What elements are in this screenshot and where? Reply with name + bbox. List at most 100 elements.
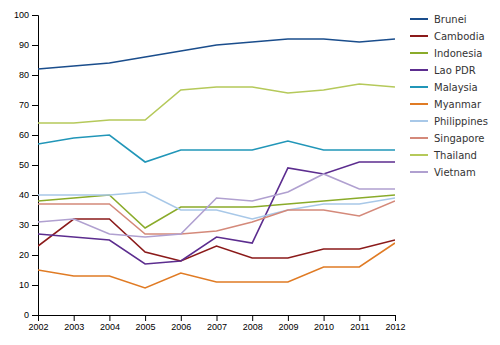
legend-swatch <box>410 137 428 139</box>
tick-mark <box>32 195 38 196</box>
tick-mark <box>32 105 38 106</box>
tick-mark <box>32 255 38 256</box>
legend-label: Thailand <box>433 150 477 161</box>
legend-swatch <box>410 69 428 71</box>
legend-swatch <box>410 52 428 54</box>
axis-line <box>39 316 396 322</box>
series-line <box>38 243 395 288</box>
legend-swatch <box>410 120 428 122</box>
tick-mark <box>109 315 110 321</box>
legend-item: Thailand <box>410 150 477 161</box>
legend-item: Lao PDR <box>410 65 476 76</box>
legend: Brunei Cambodia Indonesia Lao PDR Malaysia My… <box>410 14 488 178</box>
tick-label: 2004 <box>100 322 120 332</box>
legend-item: Singapore <box>410 133 484 144</box>
legend-label: Philippines <box>434 116 488 127</box>
tick: 2006 <box>171 315 191 332</box>
tick: 10 <box>19 280 38 290</box>
tick-label: 50 <box>19 160 29 170</box>
tick-label: 2005 <box>136 322 156 332</box>
tick-label: 2008 <box>243 322 263 332</box>
tick-label: 90 <box>19 40 29 50</box>
tick: 2011 <box>350 315 369 332</box>
legend-item: Malaysia <box>410 82 478 93</box>
legend-label: Myanmar <box>434 99 482 110</box>
tick: 2007 <box>207 315 227 332</box>
tick-label: 2006 <box>171 322 191 332</box>
tick: 2005 <box>136 315 156 332</box>
tick-label: 70 <box>19 100 29 110</box>
legend-label: Indonesia <box>434 48 482 59</box>
legend-item: Indonesia <box>410 48 482 59</box>
tick: 20 <box>19 250 38 260</box>
legend-label: Malaysia <box>434 82 478 93</box>
tick-mark <box>252 315 253 321</box>
x-axis: 2002 2003 2004 2005 2006 2007 2008 2009 2010 2011… <box>28 315 405 332</box>
series-line <box>38 201 395 234</box>
legend-swatch <box>410 171 428 173</box>
legend-swatch <box>410 18 428 20</box>
tick: 30 <box>19 220 38 230</box>
series-line <box>38 162 395 264</box>
lines <box>38 39 395 288</box>
axis-line <box>32 16 39 316</box>
series-line <box>38 195 395 228</box>
legend-label: Singapore <box>434 133 484 144</box>
tick-label: 2009 <box>278 322 298 332</box>
tick-label: 2003 <box>64 322 84 332</box>
tick-mark <box>32 285 38 286</box>
legend-item: Myanmar <box>410 99 482 110</box>
legend-item: Vietnam <box>410 167 476 178</box>
tick-mark <box>324 315 325 321</box>
tick: 2004 <box>100 315 120 332</box>
series-line <box>38 192 395 219</box>
legend-swatch <box>410 86 428 88</box>
legend-item: Cambodia <box>410 31 485 42</box>
tick: 100 <box>14 10 38 20</box>
tick-label: 2011 <box>350 322 369 332</box>
tick-mark <box>32 315 38 316</box>
series-line <box>38 135 395 162</box>
tick-label: 100 <box>14 10 29 20</box>
series-line <box>38 174 395 237</box>
tick-mark <box>145 315 146 321</box>
tick: 2009 <box>278 315 298 332</box>
tick-mark <box>288 315 289 321</box>
tick-mark <box>359 315 360 321</box>
tick-label: 2002 <box>28 322 48 332</box>
tick-mark <box>32 225 38 226</box>
tick-label: 30 <box>19 220 29 230</box>
tick-label: 40 <box>19 190 29 200</box>
legend-label: Cambodia <box>434 31 485 42</box>
tick-mark <box>32 15 38 16</box>
series-line <box>38 219 395 261</box>
tick: 0 <box>24 310 38 320</box>
tick-label: 2010 <box>314 322 334 332</box>
tick-label: 2007 <box>207 322 227 332</box>
legend-swatch <box>410 154 428 156</box>
legend-item: Brunei <box>410 14 467 25</box>
tick-label: 10 <box>19 280 29 290</box>
tick: 2012 <box>385 315 405 332</box>
tick-mark <box>32 75 38 76</box>
series-line <box>38 39 395 69</box>
tick: 2003 <box>64 315 84 332</box>
legend-item: Philippines <box>410 116 488 127</box>
tick-label: 80 <box>19 70 29 80</box>
tick: 60 <box>19 130 38 140</box>
tick: 70 <box>19 100 38 110</box>
tick-mark <box>32 165 38 166</box>
tick-mark <box>74 315 75 321</box>
tick-mark <box>32 45 38 46</box>
tick-mark <box>395 315 396 321</box>
tick-mark <box>32 135 38 136</box>
tick: 50 <box>19 160 38 170</box>
tick-label: 20 <box>19 250 29 260</box>
series-line <box>38 84 395 123</box>
tick-label: 2012 <box>385 322 405 332</box>
tick: 2010 <box>314 315 334 332</box>
tick: 80 <box>19 70 38 80</box>
legend-label: Vietnam <box>434 167 476 178</box>
tick-label: 0 <box>24 310 29 320</box>
tick: 2002 <box>28 315 48 332</box>
